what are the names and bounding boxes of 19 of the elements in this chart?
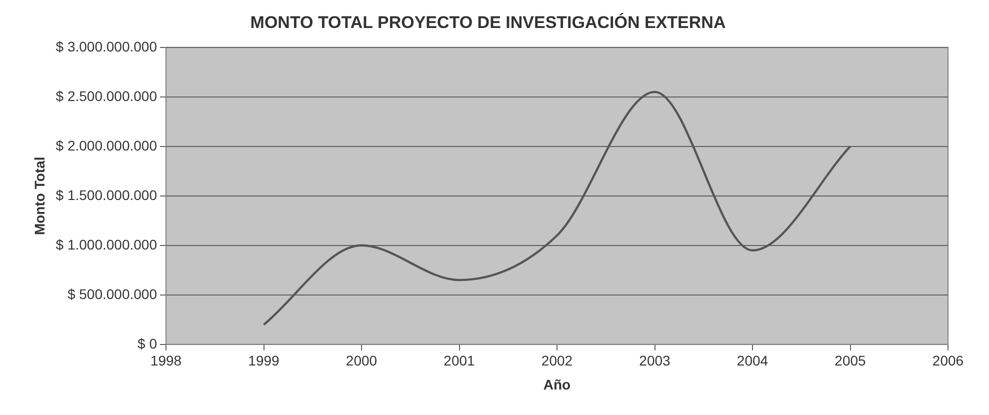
x-tick-label: 2005 [834,352,866,369]
x-tick-label: 2004 [736,352,768,369]
y-tick-label: $ 2.500.000.000 [56,88,158,104]
y-axis-title: Monto Total [31,156,48,236]
x-tick-label: 1998 [150,352,182,369]
y-tick-label: $ 500.000.000 [67,286,158,302]
y-tick-label: $ 0 [138,335,158,352]
x-tick-label: 2006 [932,352,964,369]
x-tick-label: 1999 [248,352,280,369]
y-tick-label: $ 3.000.000.000 [56,38,158,54]
chart-title: MONTO TOTAL PROYECTO DE INVESTIGACIÓN EXTERNA [250,12,726,32]
x-tick-label: 2001 [444,352,476,369]
x-axis-title: Año [543,376,571,392]
x-tick-label: 2000 [346,352,378,369]
y-tick-label: $ 1.500.000.000 [56,186,158,203]
y-tick-label: $ 2.000.000.000 [56,137,158,154]
x-tick-label: 2003 [639,352,671,369]
x-tick-label: 2002 [541,352,573,369]
y-tick-label: $ 1.000.000.000 [56,236,158,252]
